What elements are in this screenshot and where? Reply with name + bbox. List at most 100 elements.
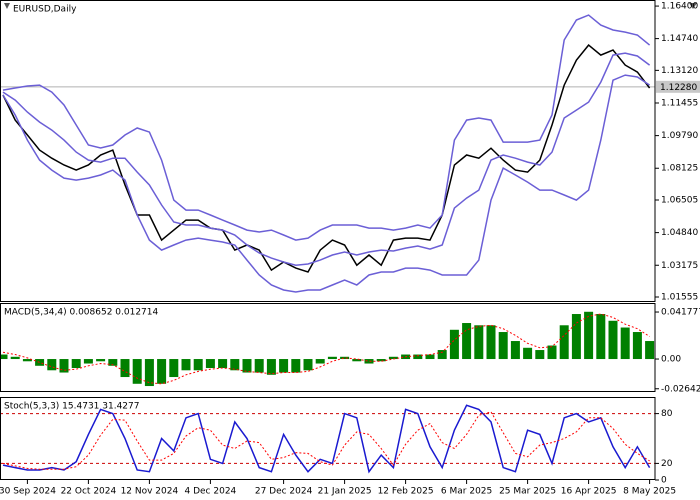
y-tick-label: 80 — [661, 409, 673, 419]
symbol-icon — [4, 3, 10, 9]
histogram-bar — [413, 354, 423, 360]
panel-title: MACD(5,34,4) 0.008652 0.012714 — [4, 308, 159, 318]
panel-frame — [0, 0, 656, 302]
histogram-bar — [59, 359, 69, 373]
histogram-bar — [486, 325, 496, 360]
x-tick-label: 25 Mar 2025 — [499, 487, 556, 497]
histogram-bar — [340, 356, 350, 360]
histogram-bar — [205, 359, 215, 369]
histogram-bar — [181, 359, 191, 371]
histogram-bar — [291, 359, 301, 373]
histogram-bar — [22, 359, 32, 362]
y-tick-label: 1.08125 — [661, 164, 698, 174]
histogram-bar — [425, 354, 435, 360]
histogram-bar — [108, 359, 118, 366]
histogram-bar — [596, 314, 606, 360]
histogram-bar — [620, 327, 630, 360]
y-tick-label: 20 — [661, 459, 673, 469]
histogram-bar — [132, 359, 142, 384]
panel-1 — [0, 311, 655, 387]
histogram-bar — [584, 311, 594, 360]
histogram-bar — [645, 341, 655, 360]
histogram-bar — [462, 323, 472, 360]
histogram-bar — [498, 332, 508, 360]
histogram-bar — [376, 359, 386, 362]
y-tick-label: 1.11455 — [661, 98, 698, 108]
panel-0 — [0, 14, 655, 293]
histogram-bar — [547, 345, 557, 360]
histogram-bar — [254, 359, 264, 373]
x-tick-label: 12 Feb 2025 — [378, 487, 434, 497]
histogram-bar — [218, 359, 228, 369]
histogram-bar — [157, 359, 167, 384]
series-line — [2, 404, 651, 474]
histogram-bar — [10, 356, 20, 360]
y-tick-label: 0.00 — [661, 355, 681, 365]
x-tick-label: 6 Mar 2025 — [441, 487, 492, 497]
series-line — [2, 74, 651, 293]
series-line — [2, 411, 650, 470]
histogram-bar — [632, 332, 642, 360]
histogram-bar — [0, 354, 8, 360]
histogram-bar — [437, 350, 447, 360]
histogram-bar — [315, 359, 325, 364]
x-tick-label: 22 Oct 2024 — [61, 487, 117, 497]
histogram-bar — [35, 359, 45, 366]
histogram-bar — [352, 359, 362, 362]
histogram-bar — [571, 314, 581, 360]
y-tick-label: 1.13120 — [661, 66, 698, 76]
histogram-bar — [71, 359, 81, 369]
histogram-bar — [83, 359, 93, 364]
last-price-box — [656, 80, 700, 93]
histogram-bar — [388, 356, 398, 360]
histogram-bar — [279, 359, 289, 373]
histogram-bar — [120, 359, 130, 378]
x-tick-label: 4 Dec 2024 — [185, 487, 237, 497]
histogram-bar — [96, 359, 106, 362]
y-tick-label: 1.03175 — [661, 261, 698, 271]
y-tick-label: 0.041777 — [661, 308, 700, 318]
panel-title: EURUSD,Daily — [13, 5, 77, 15]
histogram-bar — [169, 359, 179, 378]
panel-2 — [0, 404, 655, 474]
histogram-bar — [144, 359, 154, 387]
histogram-bar — [327, 356, 337, 360]
y-tick-label: 1.16400 — [661, 2, 698, 12]
histogram-bar — [364, 359, 374, 364]
series-line — [2, 44, 651, 273]
histogram-bar — [608, 320, 618, 360]
histogram-bar — [47, 359, 57, 371]
x-tick-label: 21 Jan 2025 — [318, 487, 372, 497]
histogram-bar — [266, 359, 276, 375]
y-tick-label: 1.14740 — [661, 34, 698, 44]
y-tick-label: -0.026427 — [661, 384, 700, 394]
histogram-bar — [242, 359, 252, 373]
x-tick-label: 30 Sep 2024 — [0, 487, 56, 497]
histogram-bar — [535, 350, 545, 360]
series-line — [2, 52, 651, 266]
y-tick-label: 0 — [661, 476, 667, 486]
histogram-bar — [193, 359, 203, 371]
y-tick-label: 1.09790 — [661, 131, 698, 141]
scroll-icon — [689, 3, 697, 9]
histogram-bar — [474, 325, 484, 360]
x-tick-label: 16 Apr 2025 — [561, 487, 617, 497]
last-price-label: 1.12280 — [660, 83, 697, 93]
y-tick-label: 1.06505 — [661, 195, 698, 205]
histogram-bar — [510, 341, 520, 360]
histogram-bar — [523, 347, 533, 360]
series-line — [2, 14, 651, 241]
histogram-bar — [303, 359, 313, 371]
histogram-bar — [230, 359, 240, 371]
x-tick-label: 12 Nov 2024 — [121, 487, 179, 497]
histogram-bar — [449, 329, 459, 360]
x-tick-label: 8 May 2025 — [623, 487, 676, 497]
panel-frame — [0, 303, 656, 392]
y-tick-label: 1.01555 — [661, 293, 698, 303]
panel-frame — [0, 397, 656, 480]
y-tick-label: 1.04840 — [661, 228, 698, 238]
x-tick-label: 27 Dec 2024 — [255, 487, 313, 497]
